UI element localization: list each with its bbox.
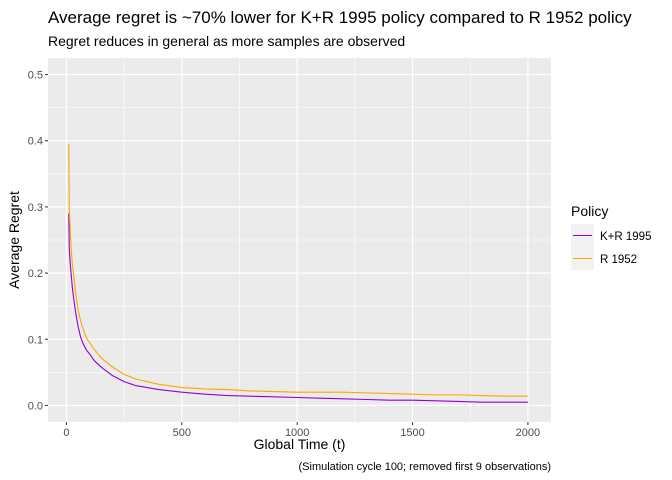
y-tick-label: 0.3 (28, 202, 43, 214)
y-axis-title: Average Regret (6, 191, 22, 289)
legend-items: K+R 1995 R 1952 (571, 224, 651, 270)
legend-label-r-1952: R 1952 (600, 254, 637, 266)
series-lines (68, 144, 528, 403)
legend: Policy K+R 1995 R 1952 (571, 203, 651, 270)
legend-title: Policy (571, 203, 608, 219)
chart-caption: (Simulation cycle 100; removed first 9 o… (299, 461, 552, 473)
y-tick-label: 0.0 (28, 400, 43, 412)
x-tick-label: 1500 (400, 427, 424, 439)
series-line-k-r-1995 (68, 213, 528, 403)
legend-label-k-r-1995: K+R 1995 (600, 231, 651, 243)
y-axis-ticks: 0.0 0.1 0.2 0.3 0.4 0.5 (28, 70, 48, 412)
x-axis-title: Global Time (t) (254, 436, 346, 452)
x-tick-label: 1000 (285, 427, 309, 439)
x-tick-label: 0 (63, 427, 69, 439)
grid-major (48, 58, 551, 422)
x-axis-ticks: 0 500 1000 1500 2000 (63, 422, 540, 439)
series-line-r-1952 (68, 144, 528, 397)
grid-minor (48, 58, 551, 422)
y-tick-label: 0.1 (28, 334, 43, 346)
y-tick-label: 0.5 (28, 70, 43, 82)
y-tick-label: 0.4 (28, 136, 43, 148)
x-tick-label: 2000 (516, 427, 540, 439)
y-tick-label: 0.2 (28, 268, 43, 280)
chart-title: Average regret is ~70% lower for K+R 199… (48, 8, 632, 27)
chart-subtitle: Regret reduces in general as more sample… (48, 33, 405, 49)
x-tick-label: 500 (173, 427, 191, 439)
